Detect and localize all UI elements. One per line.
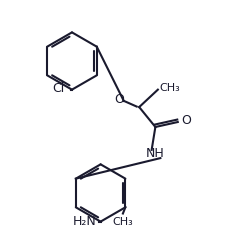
Text: Cl: Cl (52, 82, 64, 95)
Text: CH₃: CH₃ (112, 217, 133, 227)
Text: H₂N: H₂N (73, 215, 96, 228)
Text: O: O (114, 93, 124, 106)
Text: O: O (180, 114, 190, 127)
Text: CH₃: CH₃ (159, 83, 180, 93)
Text: NH: NH (146, 147, 164, 160)
